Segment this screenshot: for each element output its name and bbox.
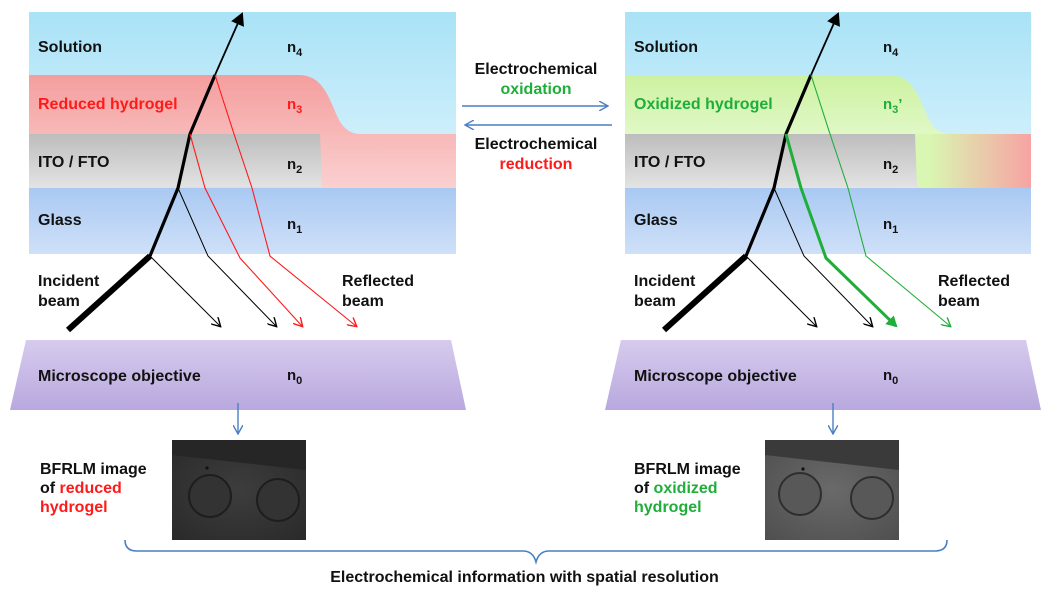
left-reflected-ray-glass: [149, 255, 220, 326]
right-ito-label: ITO / FTO: [634, 154, 706, 171]
right-incident-label-2: beam: [634, 293, 676, 310]
oxidation-label: Electrochemical oxidation: [474, 61, 598, 98]
left-transmitted-beam-exit: [214, 12, 244, 76]
left-microscope-objective: [10, 340, 466, 410]
right-hydrogel-label: Oxidized hydrogel: [634, 96, 773, 113]
right-n2: n2: [883, 156, 899, 176]
right-bfrlm-caption: BFRLM image of oxidized hydrogel: [634, 461, 741, 517]
footer-caption: Electrochemical information with spatial…: [330, 569, 719, 586]
left-glass-layer: [29, 188, 456, 254]
right-glass-label: Glass: [634, 212, 678, 229]
right-transmitted-beam-exit: [810, 12, 840, 76]
left-solution-label: Solution: [38, 39, 102, 56]
left-reflected-ray-hydrogel: [189, 133, 302, 326]
left-bfrlm-caption: BFRLM image of reduced hydrogel: [40, 461, 147, 517]
right-reflected-label-2: beam: [938, 293, 980, 310]
right-reflected-ray-hydrogel: [784, 133, 898, 328]
right-transmitted-beam: [744, 74, 813, 257]
left-transmitted-beam: [148, 74, 217, 257]
left-n1: n1: [287, 216, 303, 236]
left-reflected-label-2: beam: [342, 293, 384, 310]
right-n3: n3’: [883, 96, 903, 116]
left-reflected-ray-ito: [177, 187, 276, 326]
bottom-brace: [124, 539, 948, 566]
right-incident-label-1: Incident: [634, 273, 696, 290]
reduction-label: Electrochemical reduction: [474, 136, 598, 173]
left-objective-label: Microscope objective: [38, 368, 201, 385]
left-n0: n0: [287, 367, 303, 387]
right-microscope-objective: [605, 340, 1041, 410]
right-n1: n1: [883, 216, 899, 236]
left-ito-label: ITO / FTO: [38, 154, 110, 171]
left-reflected-ray-solution: [214, 74, 356, 326]
right-objective-label: Microscope objective: [634, 368, 797, 385]
left-n4: n4: [287, 39, 303, 59]
left-glass-label: Glass: [38, 212, 82, 229]
right-reflected-label-1: Reflected: [938, 273, 1011, 290]
right-incident-beam: [661, 253, 749, 333]
left-incident-label-1: Incident: [38, 273, 100, 290]
left-bfrlm-image: [172, 440, 306, 540]
right-glass-layer: [625, 188, 1031, 254]
left-n2: n2: [287, 156, 303, 176]
left-ito-layer: [29, 134, 322, 188]
right-solution-label: Solution: [634, 39, 698, 56]
right-reflected-ray-solution: [810, 74, 950, 326]
left-incident-beam: [65, 253, 153, 333]
right-panel: [605, 12, 1041, 540]
right-n4: n4: [883, 39, 899, 59]
right-reflected-ray-ito: [773, 187, 872, 326]
right-reflected-ray-glass: [745, 255, 816, 326]
right-bfrlm-image: [765, 440, 899, 540]
left-incident-label-2: beam: [38, 293, 80, 310]
right-oxidized-hydrogel-top: [625, 75, 950, 134]
right-n0: n0: [883, 367, 899, 387]
left-n3: n3: [287, 96, 303, 116]
left-hydrogel-label: Reduced hydrogel: [38, 96, 178, 113]
left-panel: [10, 12, 466, 540]
left-reflected-label-1: Reflected: [342, 273, 415, 290]
